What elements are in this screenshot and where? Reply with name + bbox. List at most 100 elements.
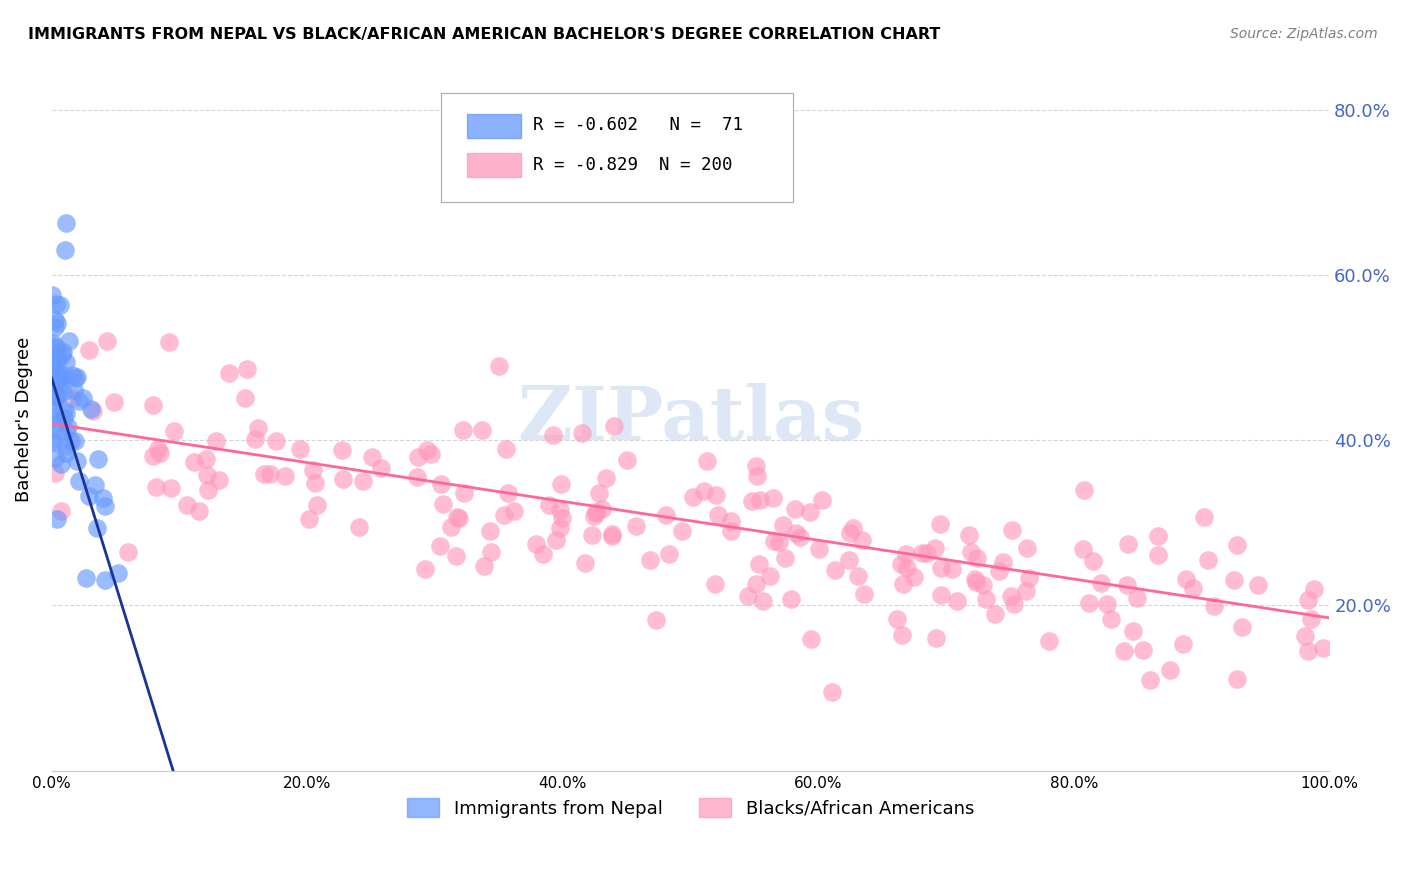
Text: R = -0.602   N =  71: R = -0.602 N = 71 (533, 116, 744, 135)
Point (704, 488, 727, 502)
Point (52, 344, 75, 359)
Point (65, 453, 87, 467)
Point (1000, 589, 1022, 603)
Point (146, 442, 169, 456)
Point (1159, 663, 1181, 677)
Point (474, 559, 496, 574)
Point (988, 565, 1011, 579)
Point (929, 516, 952, 531)
Point (42, 336, 65, 351)
Point (41, 410, 63, 425)
Point (42, 356, 65, 370)
Point (48, 372, 70, 386)
FancyBboxPatch shape (467, 114, 520, 138)
Point (503, 504, 526, 518)
Point (59, 434, 82, 448)
Point (1299, 612, 1322, 626)
Point (93, 491, 115, 505)
Point (44, 392, 66, 407)
Point (94, 500, 117, 514)
Point (890, 628, 912, 642)
Point (149, 446, 172, 460)
Point (1294, 629, 1316, 643)
Point (896, 560, 918, 574)
Point (966, 551, 988, 566)
Point (768, 535, 790, 549)
Point (603, 419, 626, 434)
Point (42, 365, 65, 379)
Point (44, 376, 66, 391)
Point (548, 520, 571, 534)
Point (233, 392, 256, 406)
Point (75, 571, 97, 585)
Point (1147, 548, 1170, 562)
Point (160, 481, 183, 495)
Point (495, 442, 517, 457)
Point (205, 434, 228, 448)
Point (44, 466, 66, 480)
Point (478, 524, 501, 538)
Point (44, 320, 66, 334)
Point (1296, 644, 1319, 658)
Point (658, 547, 681, 561)
Point (1226, 672, 1249, 686)
Point (218, 366, 240, 380)
Point (352, 474, 374, 488)
Point (931, 589, 953, 603)
Point (52, 411, 75, 425)
Point (46, 350, 69, 364)
Text: IMMIGRANTS FROM NEPAL VS BLACK/AFRICAN AMERICAN BACHELOR'S DEGREE CORRELATION CH: IMMIGRANTS FROM NEPAL VS BLACK/AFRICAN A… (28, 27, 941, 42)
Point (55, 217, 77, 231)
Point (117, 545, 139, 559)
Point (886, 612, 908, 626)
Point (77, 343, 100, 358)
Point (616, 452, 638, 467)
Point (544, 533, 567, 547)
Point (145, 480, 167, 494)
Point (197, 483, 219, 498)
Point (82, 404, 104, 418)
Point (94, 573, 117, 587)
Point (46, 317, 69, 331)
Point (1116, 578, 1139, 592)
Point (747, 469, 769, 483)
Legend: Immigrants from Nepal, Blacks/African Americans: Immigrants from Nepal, Blacks/African Am… (399, 791, 981, 825)
Point (1175, 573, 1198, 587)
Point (846, 569, 869, 583)
Point (52, 368, 75, 383)
Point (1116, 537, 1139, 551)
Point (440, 520, 463, 534)
Point (772, 517, 794, 532)
Point (974, 591, 997, 606)
Point (1222, 574, 1244, 588)
Point (453, 485, 475, 500)
Point (762, 491, 785, 506)
Point (55, 446, 77, 460)
Point (44, 313, 66, 327)
Point (304, 476, 326, 491)
Point (48, 376, 70, 391)
Point (42, 374, 65, 388)
Point (924, 541, 946, 555)
Point (745, 459, 768, 474)
Point (600, 528, 623, 542)
Point (671, 524, 693, 538)
Point (360, 450, 382, 464)
Point (96, 334, 118, 348)
Point (541, 428, 564, 442)
Point (941, 562, 963, 576)
Point (195, 467, 218, 482)
Point (1303, 582, 1326, 597)
Point (925, 631, 948, 645)
Point (585, 505, 607, 519)
Point (176, 498, 198, 512)
Point (720, 514, 742, 528)
Point (1126, 591, 1149, 605)
Point (432, 497, 454, 511)
Point (1312, 640, 1334, 655)
Point (103, 395, 125, 409)
Point (46, 424, 69, 438)
Point (44, 417, 66, 431)
Point (800, 632, 823, 647)
Point (406, 450, 429, 464)
